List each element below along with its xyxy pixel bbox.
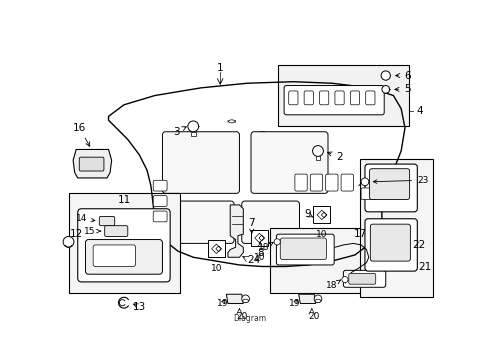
Text: 17: 17 <box>353 229 366 239</box>
Circle shape <box>241 295 249 303</box>
FancyBboxPatch shape <box>310 174 322 191</box>
Circle shape <box>341 276 347 283</box>
Circle shape <box>274 239 280 245</box>
Bar <box>207 240 224 257</box>
Text: 22: 22 <box>412 240 425 250</box>
Bar <box>360 159 432 297</box>
FancyBboxPatch shape <box>348 274 375 284</box>
FancyBboxPatch shape <box>250 132 327 193</box>
FancyBboxPatch shape <box>349 91 359 105</box>
Text: 10: 10 <box>210 264 222 273</box>
FancyBboxPatch shape <box>85 239 162 274</box>
FancyBboxPatch shape <box>280 238 326 260</box>
FancyBboxPatch shape <box>104 226 127 237</box>
Text: 20: 20 <box>236 312 247 321</box>
Bar <box>190 132 195 136</box>
Text: 21: 21 <box>417 261 430 271</box>
Text: Diagram: Diagram <box>233 314 266 323</box>
Text: 20: 20 <box>308 312 319 321</box>
Text: 16: 16 <box>73 123 90 146</box>
Text: 24: 24 <box>246 255 260 265</box>
Bar <box>277 65 408 126</box>
Circle shape <box>187 121 198 132</box>
FancyBboxPatch shape <box>369 169 409 199</box>
FancyBboxPatch shape <box>153 211 167 222</box>
Text: 2: 2 <box>327 152 342 162</box>
Circle shape <box>380 71 389 80</box>
Circle shape <box>63 237 74 247</box>
Text: 19: 19 <box>288 299 300 308</box>
Text: 9: 9 <box>303 209 313 219</box>
Text: 6: 6 <box>395 71 410 81</box>
Circle shape <box>381 86 389 93</box>
FancyBboxPatch shape <box>364 164 416 212</box>
Text: 8: 8 <box>256 242 263 258</box>
Text: 13: 13 <box>132 302 146 311</box>
FancyBboxPatch shape <box>304 91 313 105</box>
Text: 10: 10 <box>315 230 327 239</box>
FancyBboxPatch shape <box>79 157 104 171</box>
Text: 1: 1 <box>217 63 223 73</box>
Bar <box>315 156 320 160</box>
FancyBboxPatch shape <box>341 174 353 191</box>
Polygon shape <box>227 205 243 257</box>
Polygon shape <box>298 294 315 303</box>
Text: 11: 11 <box>117 194 130 204</box>
Text: 14: 14 <box>76 214 95 223</box>
FancyBboxPatch shape <box>365 91 374 105</box>
FancyBboxPatch shape <box>99 216 115 226</box>
FancyBboxPatch shape <box>153 180 167 191</box>
FancyBboxPatch shape <box>369 224 409 261</box>
Circle shape <box>360 178 368 186</box>
FancyBboxPatch shape <box>334 91 344 105</box>
FancyBboxPatch shape <box>241 201 299 243</box>
Text: 18: 18 <box>258 242 273 252</box>
FancyBboxPatch shape <box>78 209 170 282</box>
FancyBboxPatch shape <box>153 195 167 206</box>
Text: 23: 23 <box>372 176 427 185</box>
Polygon shape <box>73 149 111 178</box>
Text: 5: 5 <box>394 84 410 94</box>
Bar <box>270 228 404 293</box>
FancyBboxPatch shape <box>364 219 416 271</box>
Text: 3: 3 <box>173 127 186 137</box>
FancyBboxPatch shape <box>319 91 328 105</box>
FancyBboxPatch shape <box>325 174 337 191</box>
Polygon shape <box>226 294 243 303</box>
Circle shape <box>313 295 321 303</box>
FancyBboxPatch shape <box>284 86 384 115</box>
Text: 18: 18 <box>325 280 340 290</box>
Text: 15: 15 <box>83 226 101 235</box>
Circle shape <box>312 145 323 156</box>
Text: 12: 12 <box>70 229 83 239</box>
FancyBboxPatch shape <box>162 132 239 193</box>
Text: 10: 10 <box>253 253 264 262</box>
Bar <box>68 193 180 293</box>
FancyBboxPatch shape <box>343 270 385 287</box>
Bar <box>313 206 329 223</box>
FancyBboxPatch shape <box>93 245 135 266</box>
FancyBboxPatch shape <box>276 234 333 265</box>
Text: 4: 4 <box>415 106 422 116</box>
Text: 7: 7 <box>248 217 255 233</box>
FancyBboxPatch shape <box>294 174 306 191</box>
FancyBboxPatch shape <box>288 91 297 105</box>
Bar <box>250 230 267 247</box>
Text: 19: 19 <box>216 299 228 308</box>
FancyBboxPatch shape <box>360 188 376 199</box>
FancyBboxPatch shape <box>176 201 234 243</box>
